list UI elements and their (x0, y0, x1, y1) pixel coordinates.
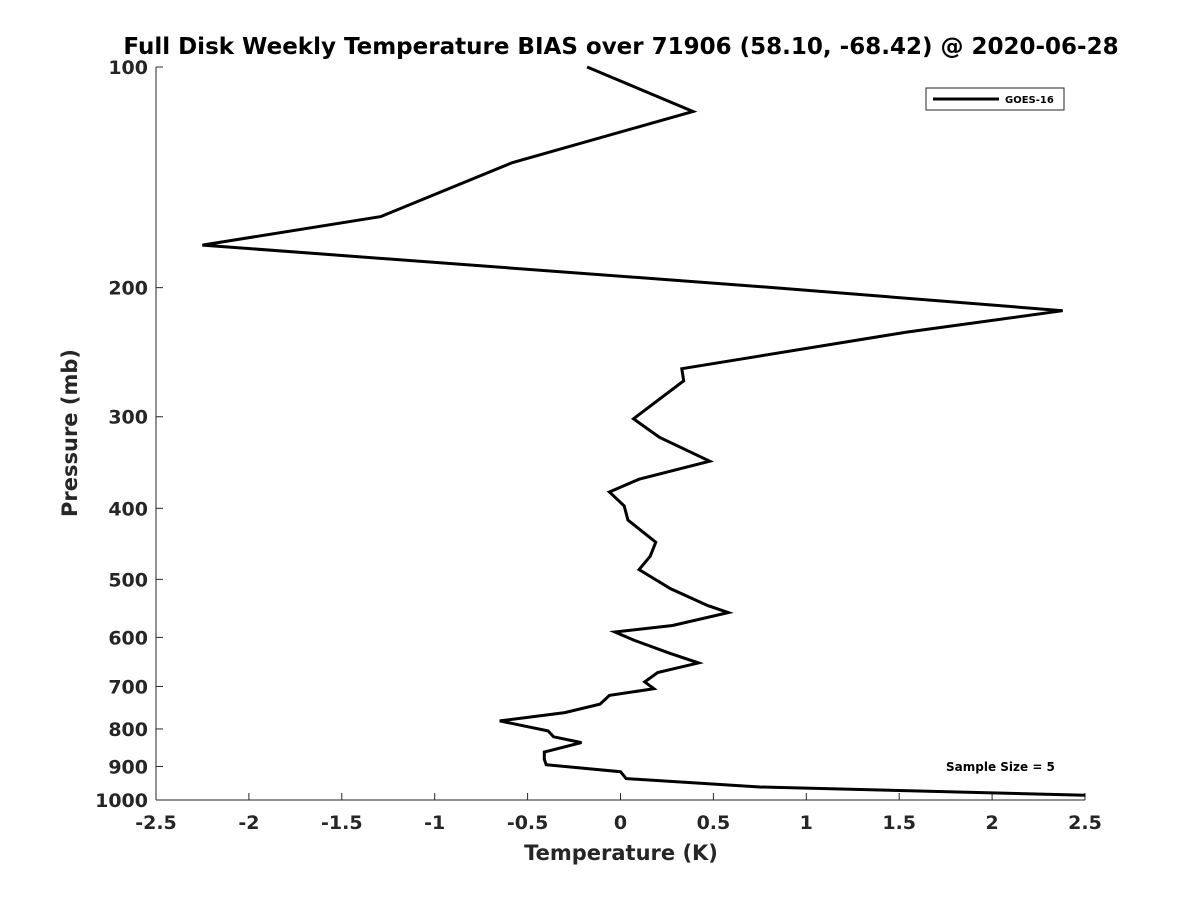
x-tick-label: -1.5 (321, 812, 363, 834)
y-tick-label: 600 (108, 627, 148, 649)
legend-label-goes-16: GOES-16 (1005, 95, 1054, 106)
x-tick-label: 0 (614, 812, 627, 834)
x-tick-label: -1 (424, 812, 445, 834)
y-tick-label: 100 (108, 57, 148, 79)
x-tick-label: -2 (238, 812, 259, 834)
x-tick-label: 2 (985, 812, 998, 834)
x-tick-label: 2.5 (1068, 812, 1102, 834)
x-tick-label: 1.5 (882, 812, 916, 834)
y-axis-label: Pressure (mb) (58, 349, 82, 517)
x-tick-label: -2.5 (135, 812, 177, 834)
y-tick-label: 900 (108, 756, 148, 778)
chart-title: Full Disk Weekly Temperature BIAS over 7… (123, 34, 1118, 60)
x-axis-label: Temperature (K) (524, 841, 718, 865)
sample-size-annotation: Sample Size = 5 (946, 760, 1055, 774)
x-tick-label: 1 (800, 812, 813, 834)
y-tick-label: 800 (108, 719, 148, 741)
plot-area-background (156, 67, 1085, 800)
x-tick-label: -0.5 (507, 812, 549, 834)
y-axis-ticks: 100 200 300 400 500 600 700 800 900 1000 (95, 57, 163, 812)
y-tick-label: 300 (108, 407, 148, 429)
y-tick-label: 1000 (95, 790, 148, 812)
y-tick-label: 200 (108, 278, 148, 300)
y-tick-label: 400 (108, 498, 148, 520)
y-tick-label: 500 (108, 569, 148, 591)
series-line-goes-16 (202, 65, 1086, 797)
x-tick-label: 0.5 (697, 812, 731, 834)
y-tick-label: 700 (108, 676, 148, 698)
legend: GOES-16 (925, 87, 1065, 111)
x-axis-ticks: -2.5 -2 -1.5 -1 -0.5 0 0.5 1 1.5 2 2.5 (135, 793, 1102, 834)
